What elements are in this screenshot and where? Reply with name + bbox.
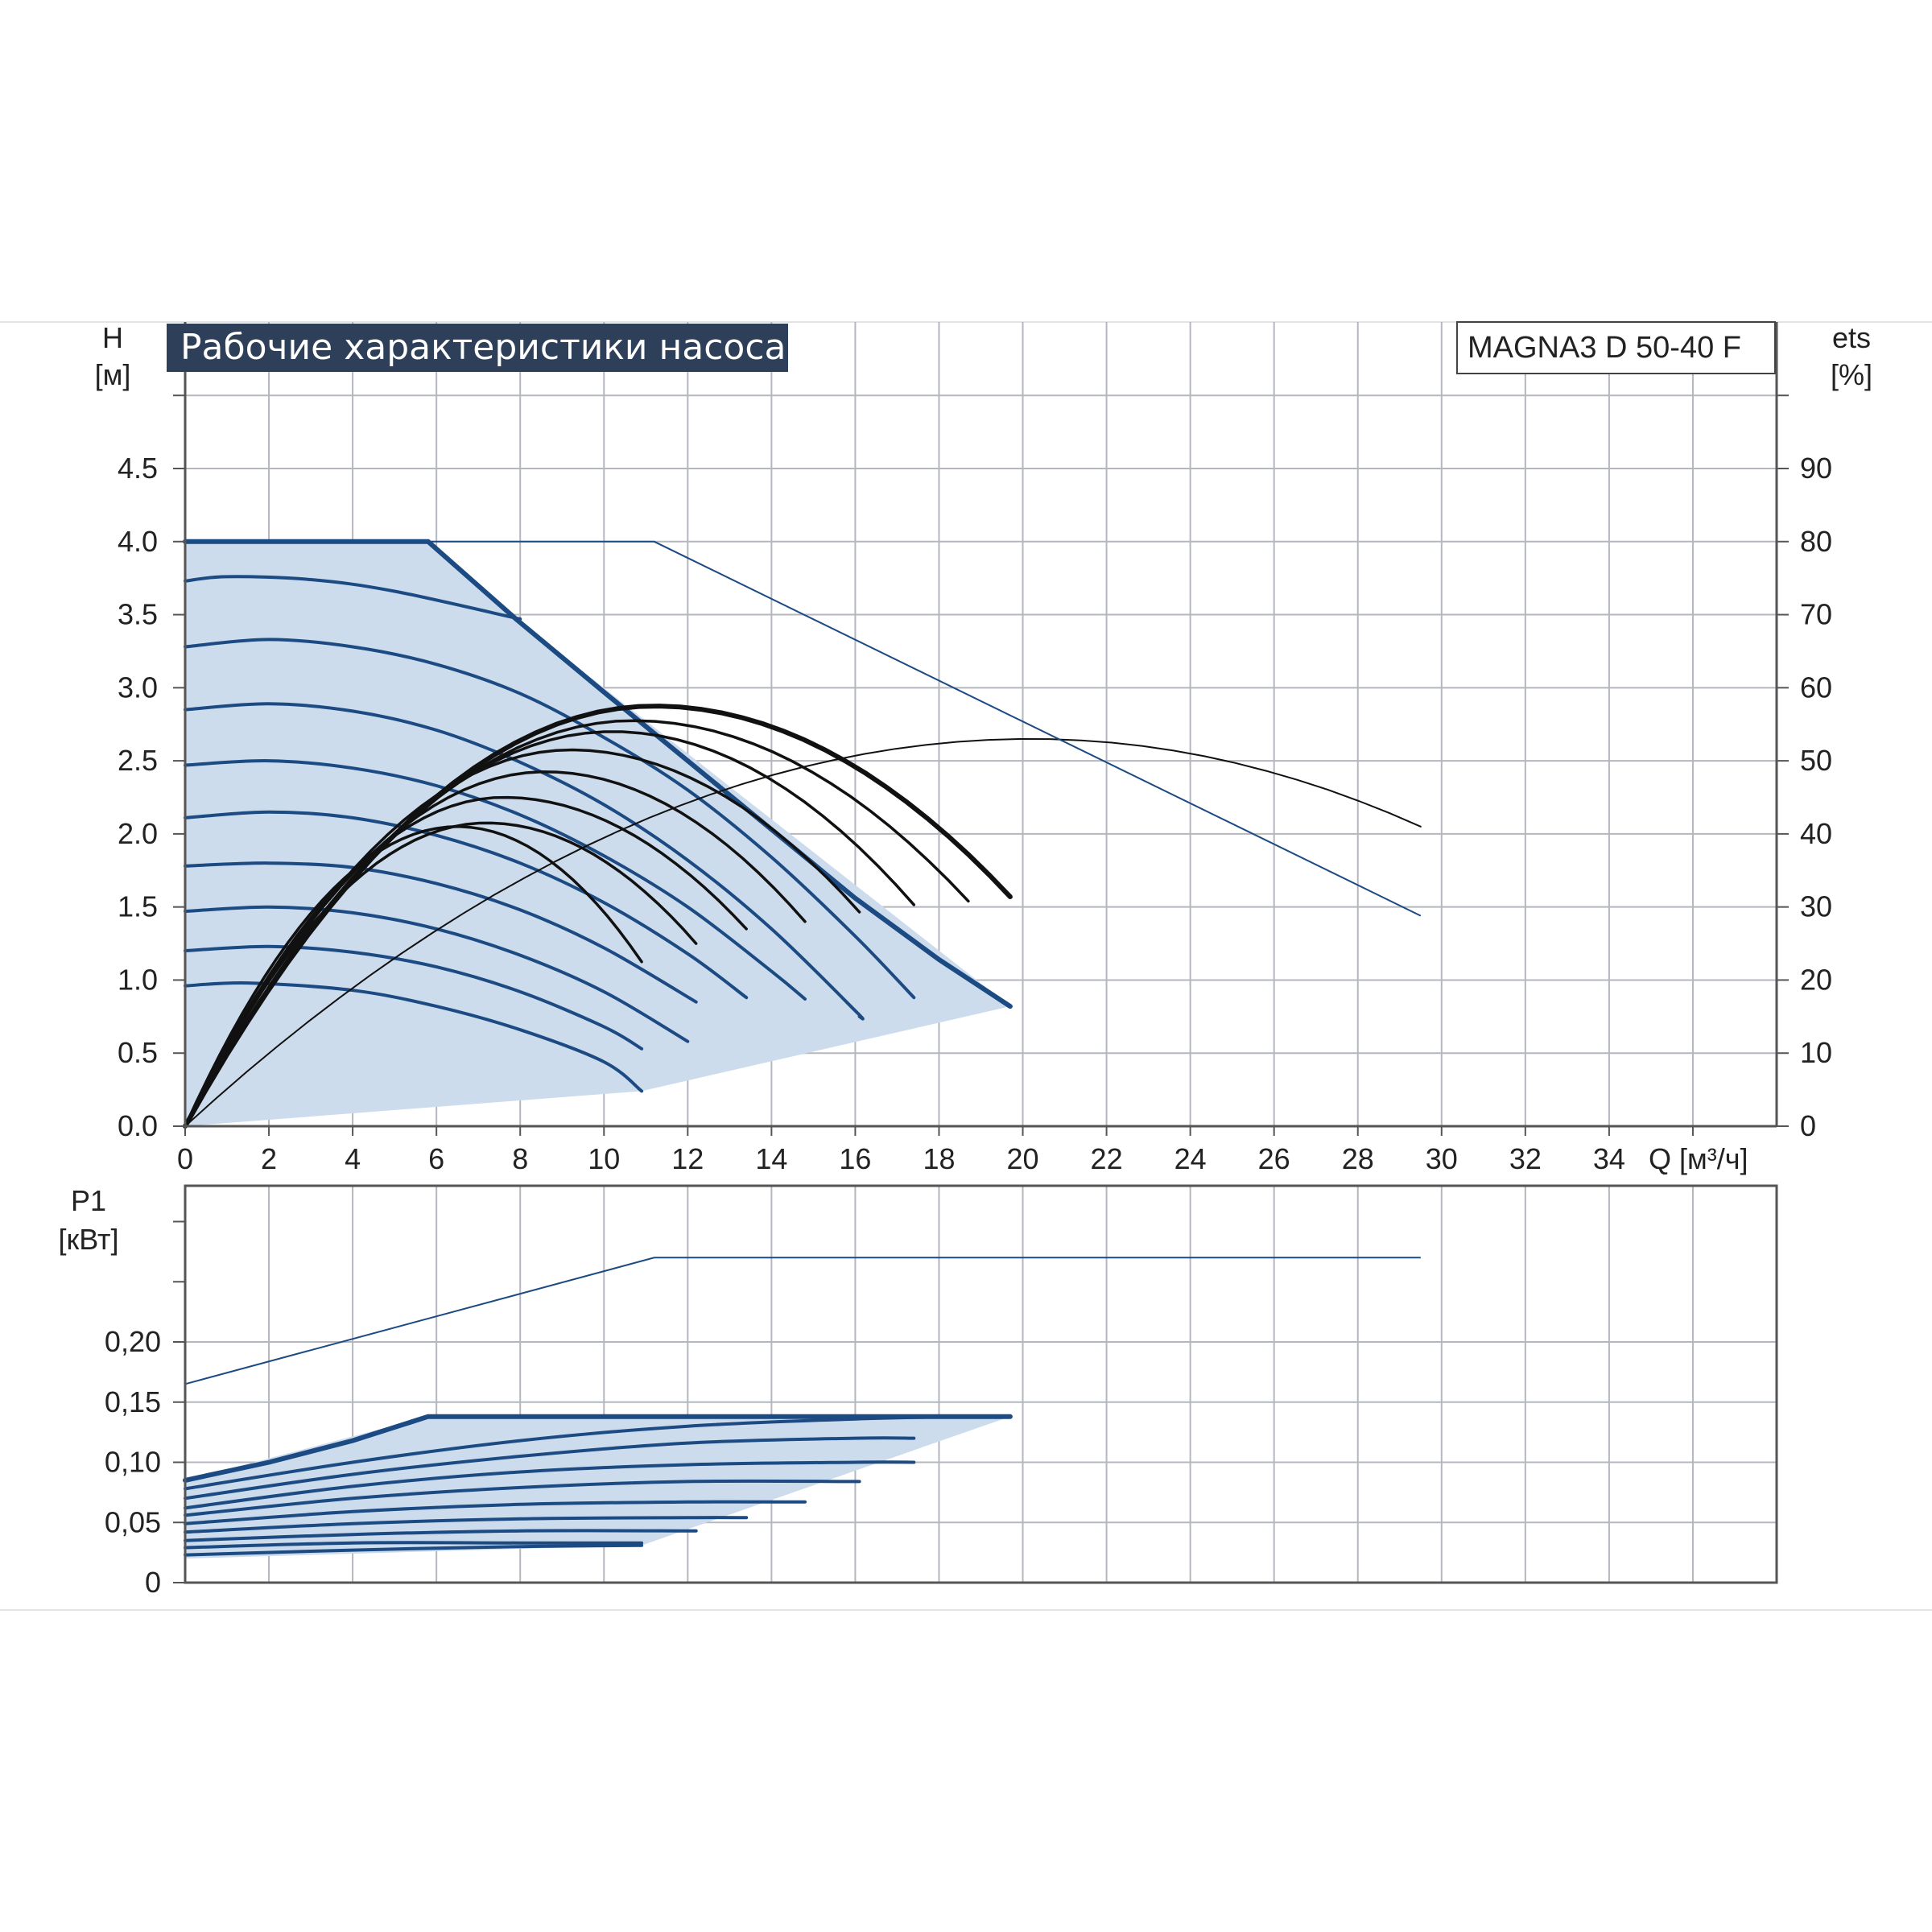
head-y-tick-label: 2.0 xyxy=(118,817,158,850)
efficiency-y-tick-label: 90 xyxy=(1800,452,1832,485)
efficiency-y-tick-label: 10 xyxy=(1800,1036,1832,1069)
head-y-tick-label: 0.5 xyxy=(118,1036,158,1069)
efficiency-y-tick-label: 50 xyxy=(1800,744,1832,777)
head-reference-curve xyxy=(185,540,1422,917)
power-curves xyxy=(183,1414,1013,1557)
flow-x-tick-label: 34 xyxy=(1593,1142,1625,1175)
model-badge xyxy=(1456,321,1776,374)
power-curve xyxy=(184,1516,749,1534)
power-curve xyxy=(184,1479,861,1517)
flow-x-tick-label: 20 xyxy=(1007,1142,1039,1175)
efficiency-y-tick-label: 20 xyxy=(1800,963,1832,996)
efficiency-curve xyxy=(184,730,916,1128)
flow-x-tick-label: 28 xyxy=(1342,1142,1374,1175)
head-reference-line xyxy=(185,540,1422,917)
power-tick-labels: 0 0,05 0,10 0,15 0,20 xyxy=(105,1325,161,1599)
head-y-tick-label: 4.5 xyxy=(118,452,158,485)
power-frame xyxy=(184,1184,1778,1584)
efficiency-curve xyxy=(184,795,748,1128)
flow-x-tick-label: 16 xyxy=(839,1142,871,1175)
flow-x-tick-label: 2 xyxy=(261,1142,277,1175)
power-curve xyxy=(184,1541,644,1550)
flow-x-tick-label: 32 xyxy=(1509,1142,1542,1175)
efficiency-curve xyxy=(184,719,970,1128)
flow-x-tick-label: 22 xyxy=(1091,1142,1123,1175)
flow-x-tick-label: 26 xyxy=(1258,1142,1290,1175)
head-pump-curve xyxy=(184,905,690,1043)
flow-x-tick-label: 10 xyxy=(588,1142,620,1175)
power-y-tick-label: 0,05 xyxy=(105,1505,161,1538)
chart-title-banner xyxy=(167,324,788,372)
flow-x-tick-label: 24 xyxy=(1174,1142,1207,1175)
head-chart-axes xyxy=(173,322,1789,1136)
efficiency-y-tick-label: 0 xyxy=(1800,1109,1816,1142)
efficiency-y-tick-label: 30 xyxy=(1800,890,1832,923)
power-y-tick-label: 0,10 xyxy=(105,1446,161,1479)
head-tick-labels: 0.00.51.01.52.02.53.03.54.04.50102030405… xyxy=(118,452,1832,1175)
model-label: MAGNA3 D 50-40 F xyxy=(1468,331,1741,365)
efficiency-y-tick-label: 60 xyxy=(1800,671,1832,704)
power-y-tick-label: 0 xyxy=(145,1566,161,1599)
flow-x-tick-label: 4 xyxy=(345,1142,361,1175)
efficiency-y-tick-label: 80 xyxy=(1800,525,1832,558)
power-y-axis-title-symbol: P1 xyxy=(71,1184,106,1217)
head-pump-curve xyxy=(184,944,644,1051)
power-y-tick-label: 0,15 xyxy=(105,1385,161,1418)
efficiency-curves xyxy=(183,704,1422,1129)
head-y-axis-title-unit: [м] xyxy=(95,358,131,391)
efficiency-curve xyxy=(184,821,698,1128)
power-curve xyxy=(184,1436,916,1501)
efficiency-axis-title-symbol: ets xyxy=(1832,321,1871,354)
head-y-axis-title-symbol: H xyxy=(102,321,123,354)
power-reference-line xyxy=(184,1257,1421,1385)
head-y-tick-label: 3.5 xyxy=(118,598,158,631)
head-pump-curve xyxy=(184,759,807,1001)
head-pump-curve xyxy=(184,810,749,1000)
head-chart-grid xyxy=(185,322,1777,1126)
flow-x-tick-label: 18 xyxy=(923,1142,955,1175)
head-envelope-area xyxy=(185,541,1010,1126)
flow-x-tick-label: 14 xyxy=(755,1142,787,1175)
power-curve xyxy=(184,1529,698,1542)
efficiency-curve xyxy=(184,825,643,1128)
power-reference-curve xyxy=(184,1257,1421,1385)
power-curve xyxy=(184,1543,644,1557)
head-pump-curve xyxy=(184,861,698,1004)
head-pump-curve xyxy=(184,980,644,1093)
power-y-axis-title-unit: [кВт] xyxy=(58,1223,118,1256)
head-max-curve xyxy=(183,539,1013,1009)
flow-x-tick-label: 30 xyxy=(1426,1142,1458,1175)
flow-axis-title: Q [м³/ч] xyxy=(1649,1142,1748,1175)
efficiency-y-tick-label: 70 xyxy=(1800,598,1832,631)
power-max-curve xyxy=(183,1414,1013,1483)
head-y-tick-label: 0.0 xyxy=(118,1109,158,1142)
head-pump-curve xyxy=(184,575,522,621)
chart-title: Рабочие характеристики насоса xyxy=(180,327,786,368)
power-curve xyxy=(184,1460,916,1510)
flow-x-tick-label: 6 xyxy=(428,1142,444,1175)
efficiency-y-tick-label: 40 xyxy=(1800,817,1832,850)
head-y-tick-label: 4.0 xyxy=(118,525,158,558)
head-pump-curve xyxy=(184,702,865,1021)
head-y-tick-label: 1.5 xyxy=(118,890,158,923)
power-chart-axes xyxy=(173,1184,1778,1584)
head-y-tick-label: 3.0 xyxy=(118,671,158,704)
head-envelope xyxy=(185,541,1010,1126)
head-y-tick-label: 1.0 xyxy=(118,963,158,996)
efficiency-curve xyxy=(184,737,1422,1127)
efficiency-axis-title-unit: [%] xyxy=(1831,358,1872,391)
flow-x-tick-label: 0 xyxy=(177,1142,193,1175)
head-y-tick-label: 2.5 xyxy=(118,744,158,777)
head-pump-curves xyxy=(183,539,1013,1093)
flow-x-tick-label: 8 xyxy=(512,1142,528,1175)
power-y-tick-label: 0,20 xyxy=(105,1325,161,1358)
power-curve xyxy=(184,1500,807,1525)
flow-x-tick-label: 12 xyxy=(671,1142,704,1175)
